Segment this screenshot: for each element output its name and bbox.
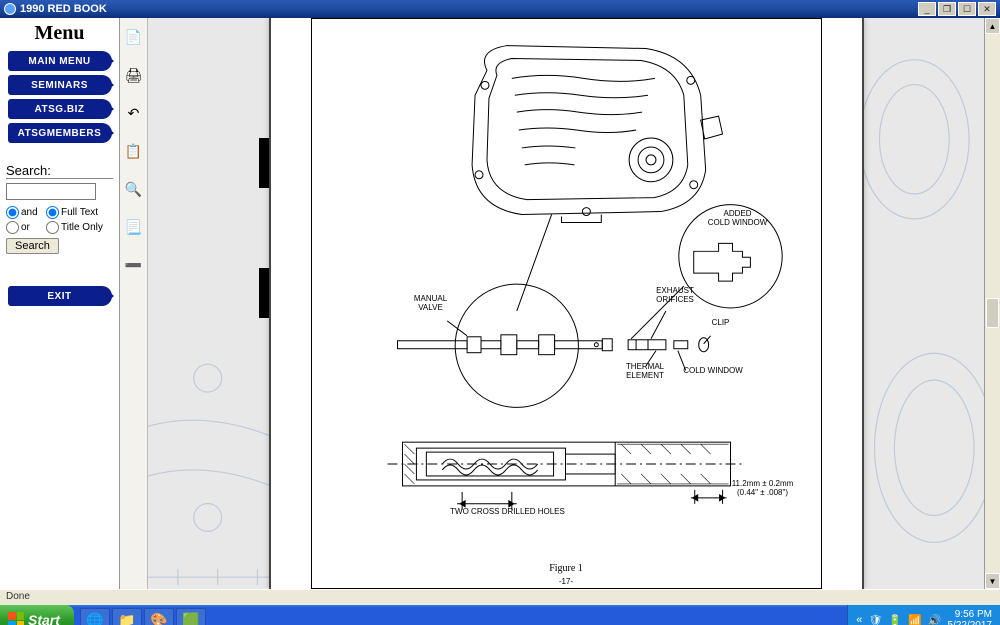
close-button[interactable]: ✕: [978, 2, 996, 16]
sidebar: Menu MAIN MENU SEMINARS ATSG.BIZ ATSGMEM…: [0, 18, 120, 589]
taskbar-ie-icon[interactable]: 🌐: [80, 608, 110, 625]
page-icon[interactable]: 📃: [125, 218, 143, 236]
tool-strip: 📄 🖨 ↶ 📋 🔍 📃 ➖: [120, 18, 148, 589]
tray-date: 5/22/2017: [948, 620, 993, 625]
app-body: Menu MAIN MENU SEMINARS ATSG.BIZ ATSGMEM…: [0, 18, 1000, 589]
search-section: Search: and Full Text or Title Only Sear…: [0, 159, 119, 258]
label-added-cold-window: ADDEDCOLD WINDOW: [703, 210, 773, 228]
status-bar: Done: [0, 589, 1000, 605]
window-titlebar: 1990 RED BOOK _ ❐ ☐ ✕: [0, 0, 1000, 18]
app-icon: [4, 3, 16, 15]
maximize-button[interactable]: ☐: [958, 2, 976, 16]
print-icon[interactable]: 🖨: [125, 66, 143, 84]
tray-shield-icon[interactable]: 🛡: [868, 614, 882, 625]
tray-battery-icon[interactable]: 🔋: [888, 614, 902, 625]
page-number: -17-: [312, 577, 821, 586]
menu-heading: Menu: [35, 22, 85, 45]
search-options: and Full Text or Title Only: [6, 206, 113, 234]
system-tray: « 🛡 🔋 📶 🔊 9:56 PM 5/22/2017: [847, 605, 1000, 625]
taskbar-app-icon[interactable]: 🟩: [176, 608, 206, 625]
label-two-cross-drilled: TWO CROSS DRILLED HOLES: [438, 508, 578, 517]
window-title: 1990 RED BOOK: [20, 3, 918, 15]
page-tab: [259, 268, 269, 318]
start-button[interactable]: Start: [0, 605, 74, 625]
vertical-scrollbar[interactable]: ▲ ▼: [984, 18, 1000, 589]
radio-full-text[interactable]: Full Text: [46, 206, 113, 219]
document-viewport[interactable]: MANUALVALVE ADDEDCOLD WINDOW EXHAUSTORIF…: [148, 18, 984, 589]
taskbar: Start 🌐 📁 🎨 🟩 « 🛡 🔋 📶 🔊 9:56 PM 5/22/201…: [0, 605, 1000, 625]
exit-button[interactable]: EXIT: [8, 286, 112, 306]
tray-volume-icon[interactable]: 🔊: [928, 614, 942, 625]
label-dimensions: 11.2mm ± 0.2mm(0.44" ± .008"): [718, 480, 808, 498]
page-content: MANUALVALVE ADDEDCOLD WINDOW EXHAUSTORIF…: [311, 18, 822, 589]
label-thermal-element: THERMALELEMENT: [618, 363, 673, 381]
taskbar-explorer-icon[interactable]: 📁: [112, 608, 142, 625]
document-page: MANUALVALVE ADDEDCOLD WINDOW EXHAUSTORIF…: [269, 18, 864, 589]
label-exhaust-orifices: EXHAUSTORIFICES: [648, 287, 703, 305]
radio-and[interactable]: and: [6, 206, 46, 219]
new-doc-icon[interactable]: 📄: [125, 28, 143, 46]
tray-expand-icon[interactable]: «: [856, 614, 862, 625]
minimize-button[interactable]: _: [918, 2, 936, 16]
page-tab: [259, 138, 269, 188]
label-cold-window: COLD WINDOW: [676, 367, 751, 376]
search-input[interactable]: [6, 183, 96, 200]
seminars-button[interactable]: SEMINARS: [8, 75, 112, 95]
scroll-thumb[interactable]: [986, 298, 999, 328]
scroll-down-button[interactable]: ▼: [985, 573, 1000, 589]
tray-network-icon[interactable]: 📶: [908, 614, 922, 625]
quick-launch: 🌐 📁 🎨 🟩: [80, 608, 206, 625]
radio-or[interactable]: or: [6, 221, 46, 234]
atsg-members-button[interactable]: ATSGMEMBERS: [8, 123, 112, 143]
search-label: Search:: [6, 163, 113, 179]
search-icon[interactable]: 🔍: [125, 180, 143, 198]
search-button[interactable]: Search: [6, 238, 59, 254]
status-text: Done: [6, 591, 30, 602]
main-menu-button[interactable]: MAIN MENU: [8, 51, 112, 71]
window-controls: _ ❐ ☐ ✕: [918, 2, 996, 16]
figure-caption: Figure 1: [312, 563, 821, 574]
screw-icon[interactable]: ➖: [125, 256, 143, 274]
technical-diagram: MANUALVALVE ADDEDCOLD WINDOW EXHAUSTORIF…: [318, 25, 815, 582]
windows-logo-icon: [8, 612, 24, 625]
back-icon[interactable]: ↶: [125, 104, 143, 122]
atsg-biz-button[interactable]: ATSG.BIZ: [8, 99, 112, 119]
label-clip: CLIP: [706, 319, 736, 328]
start-label: Start: [28, 612, 60, 625]
restore-button[interactable]: ❐: [938, 2, 956, 16]
taskbar-paint-icon[interactable]: 🎨: [144, 608, 174, 625]
label-manual-valve: MANUALVALVE: [406, 295, 456, 313]
copy-icon[interactable]: 📋: [125, 142, 143, 160]
tray-time: 9:56 PM: [948, 609, 993, 620]
radio-title-only[interactable]: Title Only: [46, 221, 113, 234]
scroll-up-button[interactable]: ▲: [985, 18, 1000, 34]
tray-clock[interactable]: 9:56 PM 5/22/2017: [948, 609, 993, 625]
